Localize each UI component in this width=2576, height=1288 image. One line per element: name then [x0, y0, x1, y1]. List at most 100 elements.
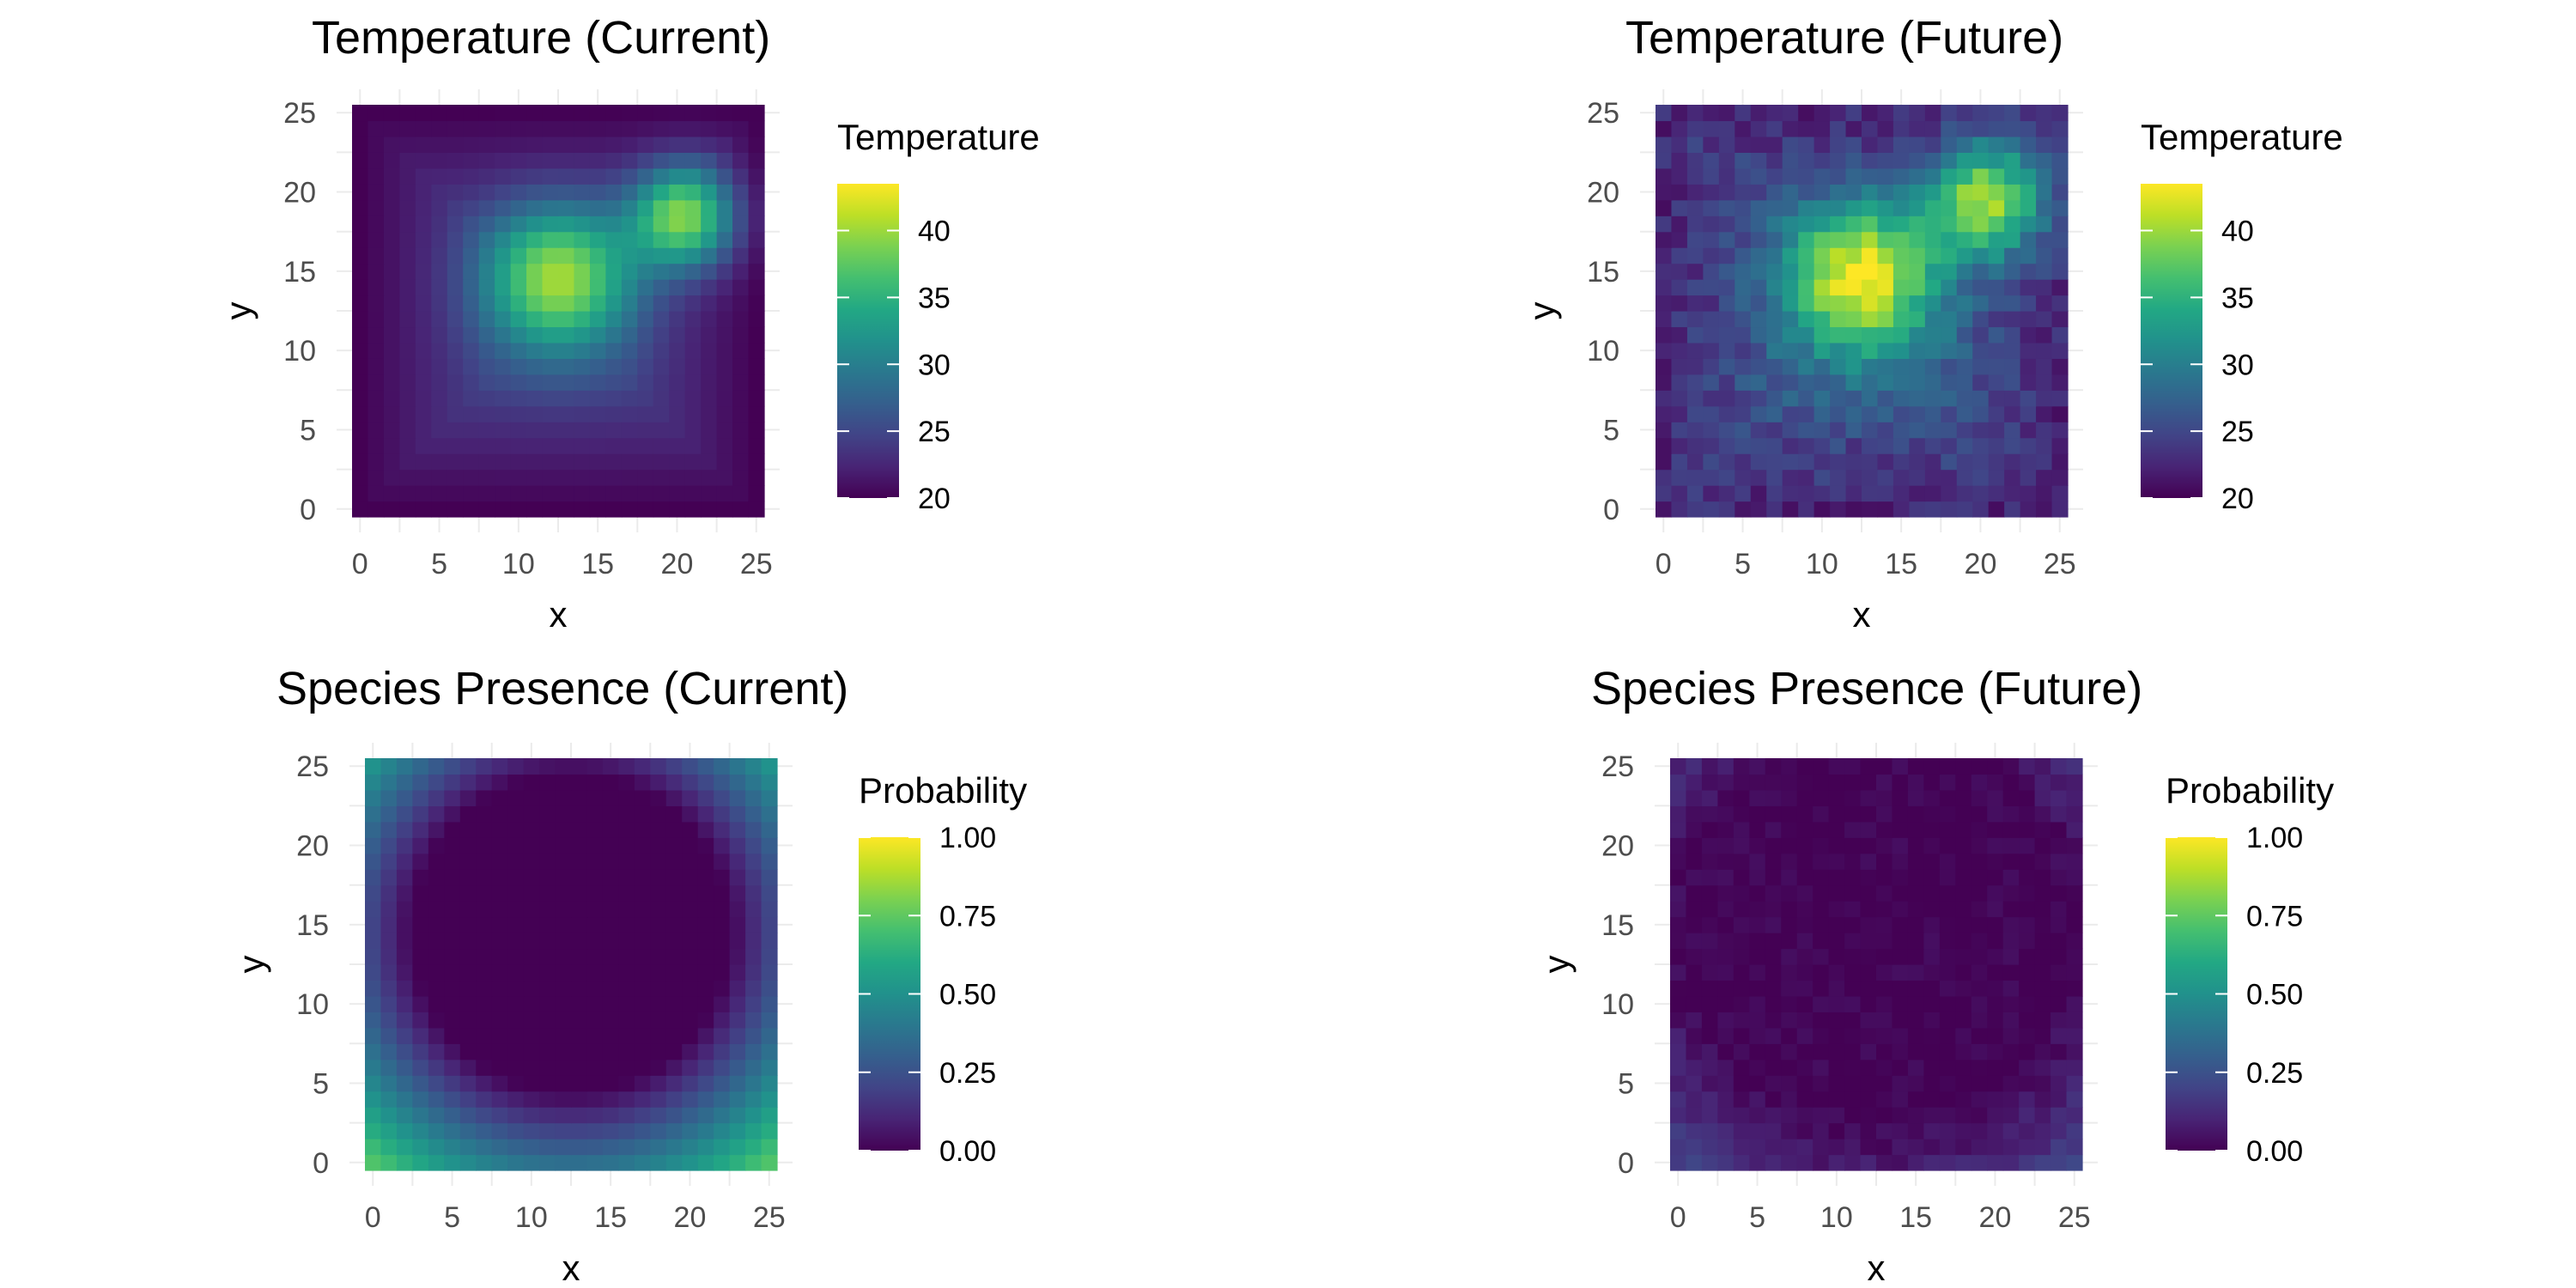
- heatmap-cell: [602, 837, 619, 854]
- heatmap-cell: [1781, 1059, 1798, 1076]
- heatmap-cell: [1749, 1043, 1766, 1060]
- heatmap-cell: [1656, 501, 1673, 518]
- heatmap-cell: [428, 980, 445, 997]
- heatmap-cell: [748, 216, 765, 233]
- heatmap-cell: [1656, 437, 1673, 454]
- heatmap-cell: [1671, 453, 1688, 471]
- heatmap-cell: [653, 358, 670, 375]
- heatmap-cell: [444, 964, 461, 981]
- heatmap-cell: [574, 485, 591, 502]
- heatmap-cell: [574, 152, 591, 169]
- heatmap-cell: [1924, 453, 1941, 471]
- heatmap-cell: [1750, 120, 1767, 137]
- heatmap-cell: [1876, 853, 1893, 870]
- heatmap-cell: [682, 1091, 699, 1108]
- heatmap-cell: [510, 374, 527, 391]
- heatmap-cell: [2051, 485, 2069, 502]
- heatmap-cell: [1844, 901, 1862, 918]
- heatmap-cell: [1845, 405, 1862, 422]
- heatmap-cell: [697, 1059, 714, 1076]
- heatmap-cell: [1765, 774, 1782, 791]
- heatmap-cell: [428, 1091, 445, 1108]
- heatmap-cell: [542, 295, 559, 312]
- heatmap-cell: [555, 1154, 572, 1171]
- heatmap-cell: [2034, 821, 2051, 838]
- heatmap-cell: [714, 1075, 731, 1092]
- heatmap-cell: [574, 120, 591, 137]
- heatmap-cell: [1750, 358, 1767, 375]
- heatmap-cell: [539, 805, 556, 823]
- heatmap-cell: [1701, 758, 1718, 775]
- heatmap-cell: [716, 167, 733, 185]
- x-axis-title: x: [1868, 1248, 1886, 1288]
- heatmap-cell: [2066, 995, 2083, 1012]
- heatmap-cell: [650, 821, 667, 838]
- heatmap-cell: [589, 485, 606, 502]
- heatmap-cell: [1686, 105, 1704, 122]
- heatmap-cell: [1956, 295, 1973, 312]
- heatmap-cell: [523, 1154, 540, 1171]
- heatmap-cell: [1782, 437, 1799, 454]
- heatmap-cell: [2066, 1043, 2083, 1060]
- heatmap-cell: [2002, 1154, 2020, 1171]
- heatmap-cell: [368, 342, 385, 359]
- heatmap-cell: [412, 884, 429, 902]
- heatmap-cell: [2066, 933, 2083, 950]
- heatmap-cell: [1670, 853, 1687, 870]
- heatmap-cell: [1828, 758, 1845, 775]
- heatmap-cell: [1749, 948, 1766, 965]
- heatmap-cell: [476, 1139, 493, 1156]
- heatmap-cell: [459, 1075, 477, 1092]
- heatmap-cell: [653, 342, 670, 359]
- heatmap-cell: [669, 453, 686, 471]
- heatmap-cell: [761, 1059, 778, 1076]
- heatmap-cell: [732, 342, 750, 359]
- heatmap-cell: [365, 1139, 382, 1156]
- heatmap-cell: [1656, 184, 1673, 201]
- heatmap-cell: [383, 453, 400, 471]
- heatmap-cell: [399, 405, 416, 422]
- heatmap-cell: [507, 1075, 525, 1092]
- heatmap-cell: [1909, 216, 1926, 233]
- x-axis-title: x: [550, 594, 568, 635]
- heatmap-cell: [463, 358, 480, 375]
- heatmap-cell: [555, 884, 572, 902]
- heatmap-cell: [2050, 758, 2068, 775]
- heatmap-cell: [510, 295, 527, 312]
- heatmap-cell: [1686, 821, 1703, 838]
- heatmap-cell: [1733, 805, 1750, 823]
- heatmap-cell: [637, 247, 654, 264]
- heatmap-cell: [507, 1154, 525, 1171]
- heatmap-cell: [1972, 295, 1990, 312]
- heatmap-cell: [1907, 805, 1924, 823]
- heatmap-cell: [653, 152, 670, 169]
- heatmap-cell: [368, 374, 385, 391]
- heatmap-cell: [1828, 789, 1845, 806]
- heatmap-cell: [1656, 342, 1673, 359]
- heatmap-cell: [459, 821, 477, 838]
- heatmap-cell: [665, 789, 683, 806]
- heatmap-cell: [1924, 167, 1941, 185]
- heatmap-cell: [1987, 995, 2004, 1012]
- heatmap-cell: [621, 326, 638, 343]
- heatmap-cell: [602, 884, 619, 902]
- heatmap-cell: [1923, 1139, 1941, 1156]
- heatmap-cell: [761, 1075, 778, 1092]
- heatmap-cell: [586, 1012, 604, 1029]
- heatmap-cell: [1828, 1075, 1845, 1092]
- heatmap-cell: [1798, 295, 1815, 312]
- heatmap-cell: [2002, 805, 2020, 823]
- heatmap-cell: [1718, 485, 1735, 502]
- heatmap-cell: [558, 279, 575, 296]
- heatmap-cell: [1781, 995, 1798, 1012]
- heatmap-cell: [2036, 311, 2053, 328]
- heatmap-cell: [621, 485, 638, 502]
- heatmap-cell: [2004, 358, 2021, 375]
- heatmap-cell: [1656, 279, 1673, 296]
- heatmap-cell: [1941, 184, 1958, 201]
- heatmap-cell: [1703, 263, 1720, 280]
- heatmap-cell: [368, 120, 385, 137]
- heatmap-cell: [1686, 199, 1704, 216]
- heatmap-cell: [1892, 948, 1909, 965]
- heatmap-cell: [1781, 1139, 1798, 1156]
